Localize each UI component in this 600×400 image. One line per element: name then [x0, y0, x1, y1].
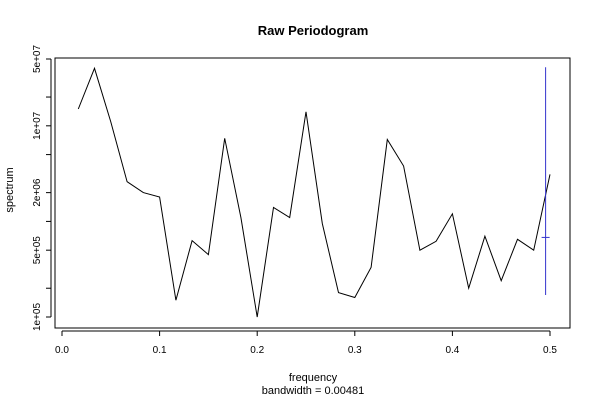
y-axis-label: spectrum	[4, 167, 16, 212]
x-tick-label-0: 0.0	[55, 345, 69, 356]
x-tick-label-2: 0.2	[250, 345, 264, 356]
y-tick-label-2: 5e+05	[32, 236, 43, 265]
confidence-bar	[541, 67, 550, 295]
x-axis: 0.0 0.1 0.2 0.3 0.4 0.5	[55, 330, 557, 356]
y-axis: 1e+05 5e+05 2e+06 1e+07 5e+07	[32, 45, 52, 332]
series-layer	[77, 66, 551, 318]
y-tick-label-8: 5e+07	[32, 45, 43, 74]
x-tick-label-4: 0.4	[445, 345, 459, 356]
chart-title: Raw Periodogram	[258, 23, 369, 38]
bandwidth-label: bandwidth = 0.00481	[262, 385, 364, 397]
x-axis-label: frequency	[289, 372, 338, 384]
x-tick-label-5: 0.5	[543, 345, 557, 356]
y-tick-label-0: 1e+05	[32, 303, 43, 332]
plot-area-frame	[54, 57, 571, 329]
series-line-0	[77, 66, 551, 318]
y-tick-label-4: 2e+06	[32, 178, 43, 207]
x-tick-label-1: 0.1	[153, 345, 167, 356]
x-tick-label-3: 0.3	[348, 345, 362, 356]
y-tick-label-6: 1e+07	[32, 111, 43, 140]
